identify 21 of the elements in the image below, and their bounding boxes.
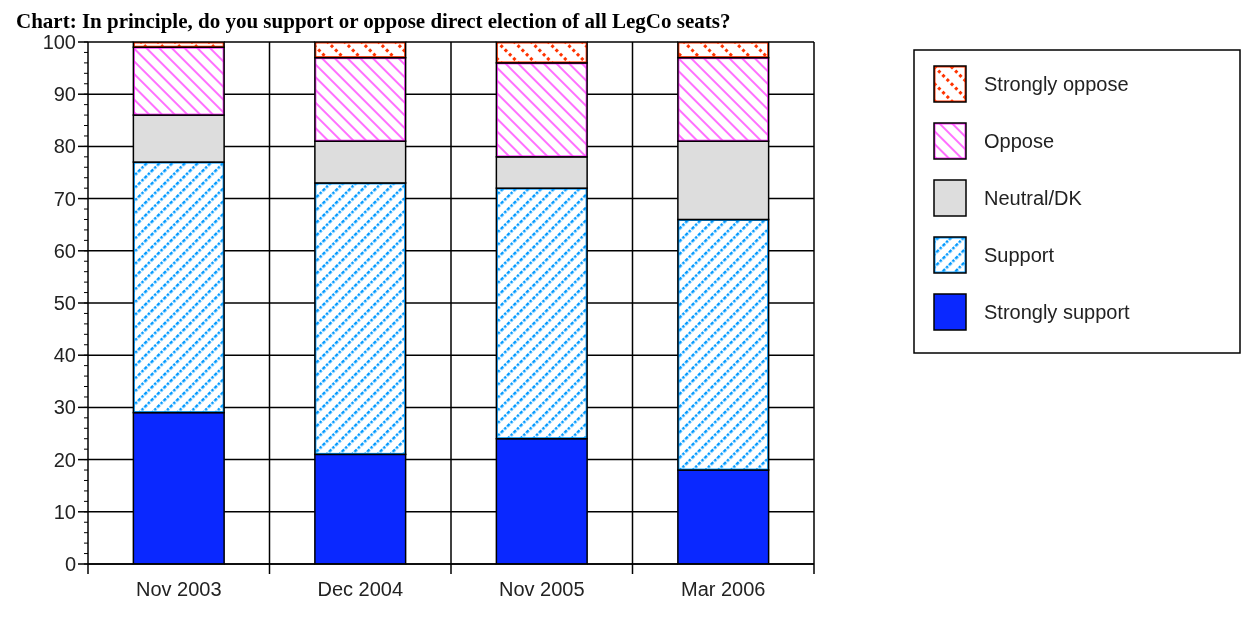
y-tick-label: 0 (64, 553, 76, 575)
y-tick-label: 70 (53, 187, 76, 210)
x-tick-label: Mar 2006 (681, 578, 766, 600)
legend-label: Neutral/DK (984, 187, 1083, 209)
y-tick-label: 20 (53, 448, 76, 471)
legend-label: Oppose (984, 130, 1055, 152)
y-tick-label: 90 (53, 83, 76, 106)
x-tick-label: Nov 2003 (135, 578, 222, 600)
y-tick-label: 10 (53, 500, 76, 523)
legend-label: Support (984, 244, 1055, 266)
y-tick-label: 40 (53, 344, 76, 367)
chart-title: Chart: In principle, do you support or oppose direct election of all LegCo seats? (16, 9, 731, 33)
y-tick-label: 80 (53, 135, 76, 158)
x-tick-label: Nov 2005 (498, 578, 585, 600)
y-tick-label: 30 (53, 396, 76, 419)
x-tick-label: Dec 2004 (317, 578, 404, 600)
legend-label: Strongly support (984, 301, 1131, 323)
legend-label: Strongly oppose (984, 73, 1129, 95)
y-tick-label: 60 (53, 239, 76, 262)
y-tick-label: 50 (53, 292, 76, 314)
y-tick-label: 100 (42, 31, 76, 53)
